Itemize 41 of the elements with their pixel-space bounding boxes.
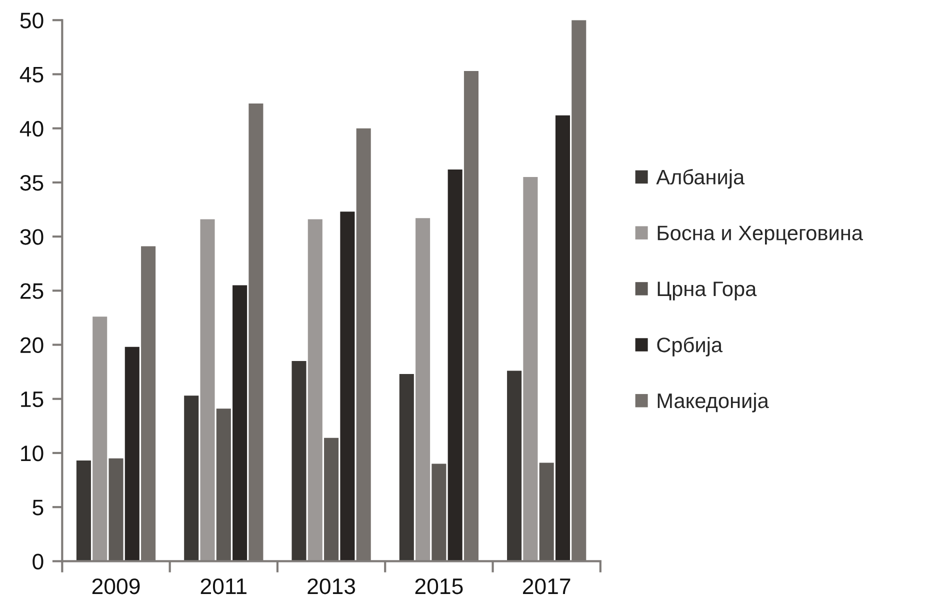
bar <box>292 361 306 562</box>
x-tick-label: 2009 <box>92 578 140 594</box>
y-tick-label: 25 <box>20 283 44 299</box>
bar <box>340 212 355 562</box>
bar <box>216 408 231 562</box>
y-tick-label: 5 <box>32 500 44 516</box>
x-tick-label: 2013 <box>308 578 356 594</box>
y-tick-label: 30 <box>20 229 44 245</box>
bar <box>324 438 339 562</box>
x-tick-label: 2011 <box>200 578 246 594</box>
legend-label: Босна и Херцеговина <box>658 226 863 244</box>
bar <box>308 219 322 562</box>
x-tick-label: 2017 <box>522 578 570 594</box>
legend-label: Србија <box>657 336 723 356</box>
bar <box>432 464 446 562</box>
y-tick-label: 15 <box>21 392 44 408</box>
y-tick-label: 20 <box>20 337 44 354</box>
bar <box>416 218 430 562</box>
y-tick-label: 0 <box>32 554 44 570</box>
legend-label: Црна Гора <box>658 282 757 300</box>
bar <box>76 460 91 562</box>
bar <box>448 169 462 562</box>
bar <box>523 177 538 562</box>
bar <box>184 396 199 562</box>
x-tick-label: 2015 <box>415 578 463 594</box>
bar <box>92 316 108 562</box>
y-tick-label: 35 <box>20 174 44 191</box>
legend-label: Македонија <box>658 392 769 412</box>
y-tick-label: 40 <box>20 120 44 137</box>
bar <box>124 346 140 562</box>
bar <box>399 374 414 562</box>
bar <box>232 285 248 562</box>
y-tick-label: 50 <box>20 12 44 28</box>
bar <box>539 462 554 562</box>
y-tick-label: 10 <box>21 446 44 462</box>
bar <box>507 370 522 562</box>
bar <box>108 458 124 562</box>
bar <box>200 219 215 562</box>
bar <box>555 115 570 562</box>
legend-label: Албанија <box>656 169 745 189</box>
y-tick-label: 45 <box>20 67 44 83</box>
